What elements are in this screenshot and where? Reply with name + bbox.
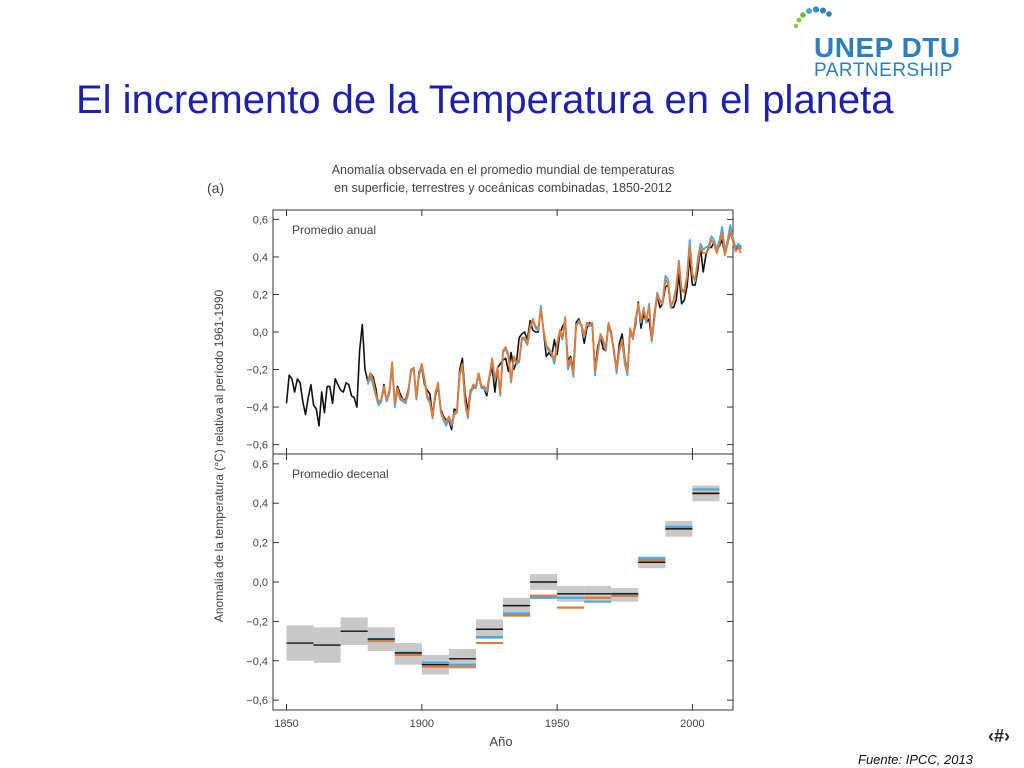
panel-1: 0,6 0,4 0,2 0,0 −0,2 −0,4 −0,6 Promedio decenal… <box>246 453 734 730</box>
logo-line2: PARTNERSHIP <box>814 60 953 81</box>
panel-title: Promedio anual <box>292 223 376 237</box>
y-tick-label: −0,6 <box>246 695 268 707</box>
y-tick-label: 0,4 <box>253 252 268 264</box>
panel-frame <box>272 453 734 711</box>
logo-line1: UNEP DTU <box>814 32 961 63</box>
y-tick-label: 0,0 <box>253 577 268 589</box>
y-tick-label: −0,4 <box>246 402 268 414</box>
source-caption: Fuente: IPCC, 2013 <box>858 752 973 767</box>
decade-uncertainty-band <box>503 597 531 616</box>
y-tick-label: −0,2 <box>246 365 268 377</box>
y-axis-label: Anomalía de la temperatura (°C) relativa… <box>212 290 226 623</box>
logo-dots-icon <box>793 6 832 29</box>
y-tick-label: 0,2 <box>253 538 268 550</box>
x-tick-label: 1950 <box>545 718 569 730</box>
x-tick-label: 1850 <box>274 718 298 730</box>
x-tick-label: 2000 <box>680 718 704 730</box>
y-tick-label: −0,6 <box>246 440 268 452</box>
series-line-black <box>285 231 742 431</box>
y-tick-label: 0,6 <box>253 214 268 226</box>
panel-frame <box>272 209 734 455</box>
series-line-orange <box>366 229 742 425</box>
x-tick-label: 1900 <box>410 718 434 730</box>
y-tick-label: −0,4 <box>246 656 268 668</box>
y-tick-label: 0,0 <box>253 327 268 339</box>
panel-0: 0,6 0,4 0,2 0,0 −0,2 −0,4 −0,6 Promedio anual <box>246 209 742 455</box>
series-line-blue <box>366 224 742 427</box>
x-axis-label: Año <box>489 734 512 749</box>
slide-number: ‹#› <box>988 726 1010 746</box>
panel-label: (a) <box>207 180 224 196</box>
unep-dtu-logo: UNEP DTU PARTNERSHIP <box>790 6 970 81</box>
y-tick-label: 0,2 <box>253 289 268 301</box>
y-tick-label: 0,6 <box>253 459 268 471</box>
y-tick-label: 0,4 <box>253 498 268 510</box>
chart-title-line2: en superficie, terrestres y oceánicas co… <box>334 181 672 195</box>
chart-title-line1: Anomalía observada en el promedio mundia… <box>332 163 675 177</box>
panel-title: Promedio decenal <box>292 467 389 481</box>
slide-title: El incremento de la Temperatura en el pl… <box>76 78 894 122</box>
y-tick-label: −0,2 <box>246 616 268 628</box>
